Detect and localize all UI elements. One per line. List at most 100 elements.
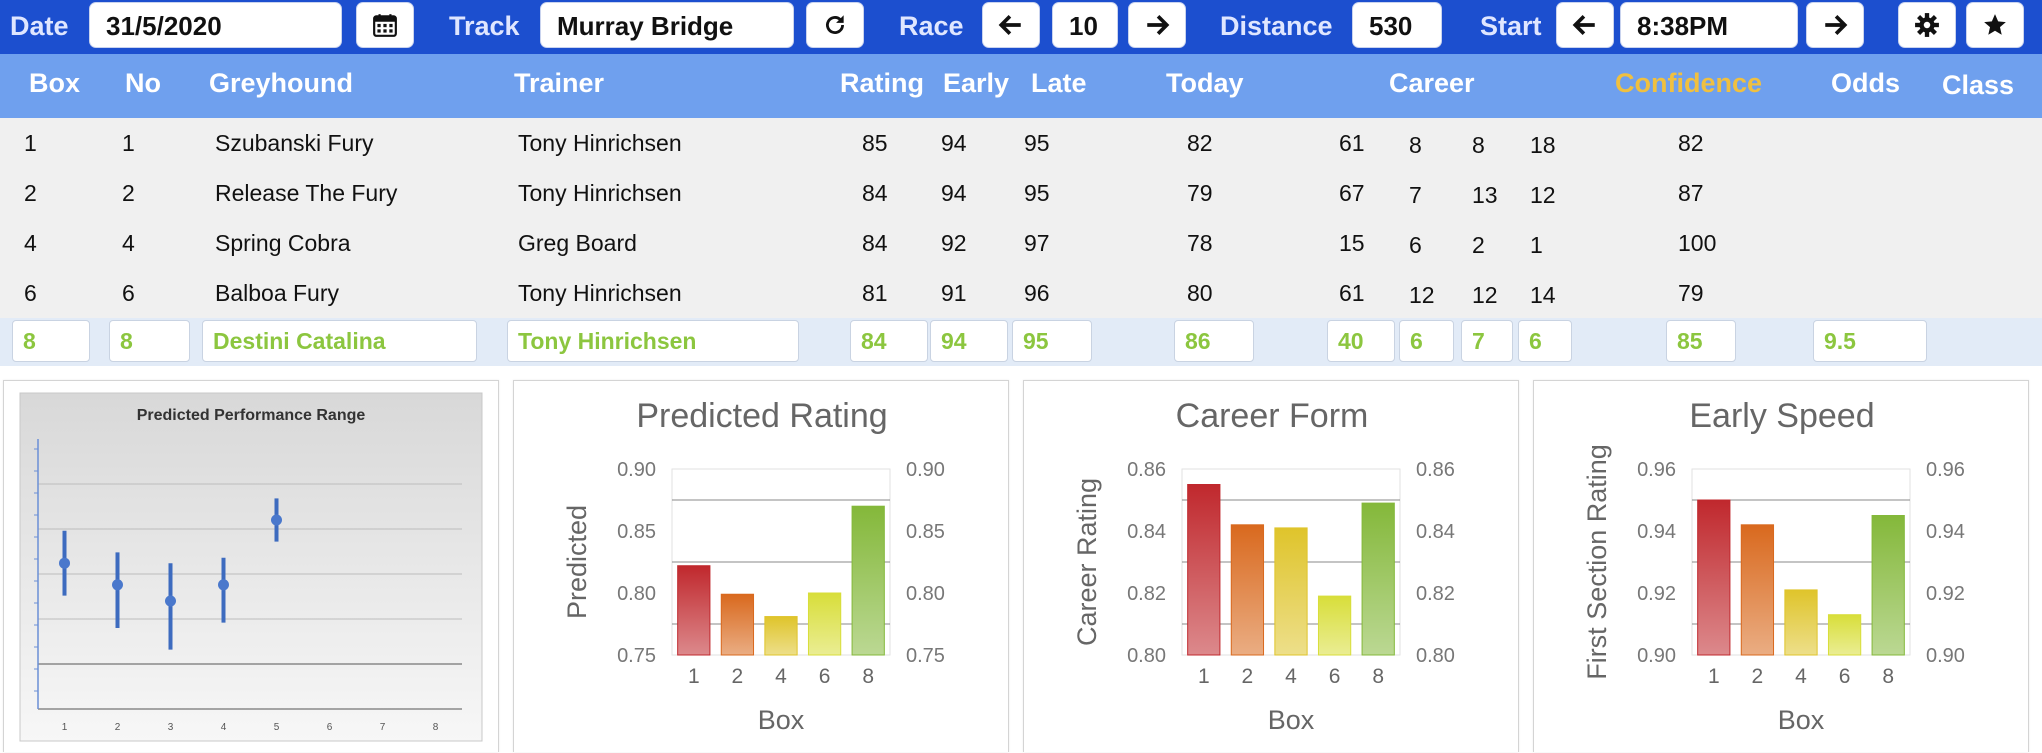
favorite-button[interactable] [1966, 2, 2024, 48]
range-point [271, 514, 282, 526]
distance-label: Distance [1220, 11, 1333, 41]
x-tick-label: 8 [433, 722, 439, 733]
cell-box: 1 [24, 130, 37, 156]
bar [1274, 527, 1308, 656]
selected-career[interactable]: 6 [1518, 320, 1572, 362]
table-row[interactable]: 4 4 Spring Cobra Greg Board 84 92 97 78 … [0, 218, 2042, 268]
header-trainer[interactable]: Trainer [514, 68, 605, 98]
race-prev-button[interactable] [982, 2, 1040, 48]
selected-early[interactable]: 94 [930, 320, 1008, 362]
career-form-chart: Career Form 0.80 0.80 0.82 0.82 0.84 0.84 0.86 0… [1072, 397, 1455, 735]
calendar-button[interactable] [356, 2, 414, 48]
x-tick-label: 4 [775, 665, 787, 688]
chart-title: Predicted Performance Range [137, 407, 366, 424]
race-next-button[interactable] [1128, 2, 1186, 48]
chart-title: Early Speed [1689, 397, 1874, 435]
y-tick-label: 0.90 [617, 459, 656, 481]
cell-confidence: 82 [1678, 130, 1704, 156]
header-late[interactable]: Late [1031, 68, 1087, 98]
bar [1187, 484, 1221, 656]
cell-greyhound: Spring Cobra [215, 230, 351, 256]
cell-trainer: Tony Hinrichsen [518, 130, 682, 156]
bar [1827, 614, 1862, 656]
header-career[interactable]: Career [1389, 68, 1475, 98]
bar [1740, 524, 1775, 656]
race-number[interactable]: 10 [1052, 2, 1118, 48]
header-greyhound[interactable]: Greyhound [209, 68, 354, 98]
y-tick-label: 0.92 [1637, 583, 1676, 605]
header-no[interactable]: No [125, 68, 161, 98]
arrow-right-icon [1147, 15, 1170, 35]
selected-rating[interactable]: 84 [850, 320, 928, 362]
selected-career[interactable]: 6 [1399, 320, 1454, 362]
selected-no[interactable]: 8 [109, 320, 190, 362]
selected-today[interactable]: 86 [1174, 320, 1254, 362]
x-tick-label: 6 [819, 665, 831, 688]
cell-career: 14 [1530, 282, 1556, 308]
table-row[interactable]: 6 6 Balboa Fury Tony Hinrichsen 81 91 96… [0, 268, 2042, 318]
track-label: Track [449, 11, 520, 41]
y-tick-label: 0.75 [617, 645, 656, 667]
cell-career: 12 [1472, 282, 1498, 308]
start-prev-button[interactable] [1556, 2, 1614, 48]
calendar-icon [373, 14, 397, 37]
cell-early: 92 [941, 230, 967, 256]
x-tick-label: 4 [1285, 665, 1297, 688]
y-tick-label-right: 0.86 [1416, 459, 1455, 481]
y-tick-label-right: 0.94 [1926, 521, 1965, 543]
header-class[interactable]: Class [1942, 70, 2015, 100]
selected-box[interactable]: 8 [12, 320, 90, 362]
date-input[interactable]: 31/5/2020 [89, 2, 342, 48]
bar [1361, 502, 1395, 656]
y-tick-label: 0.96 [1637, 459, 1676, 481]
cell-box: 6 [24, 280, 37, 306]
star-icon [1984, 14, 2006, 35]
cell-box: 2 [24, 180, 37, 206]
chart-background [19, 392, 483, 742]
cell-career: 15 [1339, 230, 1365, 256]
refresh-button[interactable] [806, 2, 864, 48]
y-tick-label: 0.82 [1127, 583, 1166, 605]
start-time[interactable]: 8:38PM [1620, 2, 1798, 48]
header-today[interactable]: Today [1166, 68, 1244, 98]
settings-button[interactable] [1898, 2, 1956, 48]
cell-rating: 84 [862, 230, 888, 256]
header-rating[interactable]: Rating [840, 68, 924, 98]
y-tick-label: 0.94 [1637, 521, 1676, 543]
cell-no: 2 [122, 180, 135, 206]
header-early[interactable]: Early [943, 68, 1010, 98]
header-confidence[interactable]: Confidence [1615, 68, 1763, 98]
cell-early: 94 [941, 180, 967, 206]
start-next-button[interactable] [1806, 2, 1864, 48]
x-tick-label: 4 [1795, 665, 1807, 688]
selected-confidence[interactable]: 85 [1666, 320, 1736, 362]
y-tick-label-right: 0.84 [1416, 521, 1455, 543]
track-select[interactable]: Murray Bridge [540, 2, 794, 48]
arrow-right-icon [1825, 15, 1848, 35]
cell-today: 78 [1187, 230, 1213, 256]
range-point [165, 595, 176, 607]
table-row[interactable]: 1 1 Szubanski Fury Tony Hinrichsen 85 94… [0, 118, 2042, 168]
selected-career[interactable]: 40 [1327, 320, 1395, 362]
cell-career: 12 [1530, 182, 1556, 208]
cell-trainer: Greg Board [518, 230, 637, 256]
selected-career[interactable]: 7 [1461, 320, 1513, 362]
bar [677, 565, 711, 656]
cell-rating: 81 [862, 280, 888, 306]
header-odds[interactable]: Odds [1831, 68, 1901, 98]
selected-row[interactable]: 8 8 Destini Catalina Tony Hinrichsen 84 … [0, 318, 2042, 366]
race-label: Race [899, 11, 964, 41]
selected-greyhound[interactable]: Destini Catalina [202, 320, 477, 362]
selected-trainer[interactable]: Tony Hinrichsen [507, 320, 799, 362]
y-tick-label-right: 0.85 [906, 521, 945, 543]
distance-value[interactable]: 530 [1352, 2, 1442, 48]
gear-icon [1915, 13, 1939, 37]
y-tick-label-right: 0.80 [1416, 645, 1455, 667]
selected-late[interactable]: 95 [1012, 320, 1092, 362]
cell-career: 61 [1339, 130, 1365, 156]
selected-odds[interactable]: 9.5 [1813, 320, 1927, 362]
table-header: Box No Greyhound Trainer Rating Early La… [0, 54, 2042, 118]
table-row[interactable]: 2 2 Release The Fury Tony Hinrichsen 84 … [0, 168, 2042, 218]
header-box[interactable]: Box [29, 68, 81, 98]
table-body: 1 1 Szubanski Fury Tony Hinrichsen 85 94… [0, 118, 2042, 318]
